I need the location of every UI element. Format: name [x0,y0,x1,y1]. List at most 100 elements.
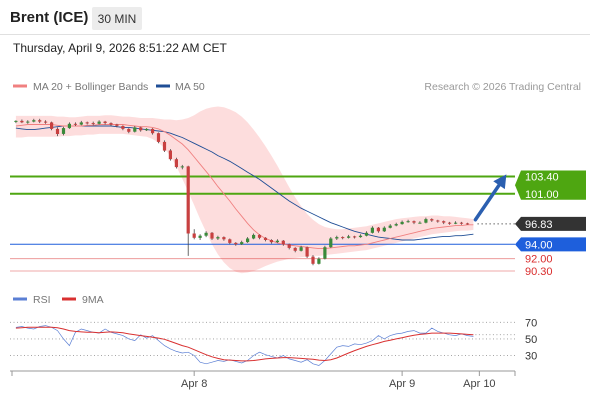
candle [311,255,315,266]
candle [174,157,178,169]
ma9-legend-label: 9MA [82,294,104,306]
rsi-tick-label: 50 [525,334,537,346]
level-lines [10,175,515,272]
copyright-text: Research © 2026 Trading Central [424,81,581,93]
candle [293,247,297,253]
candle [115,123,119,128]
candle [133,126,137,133]
candle [121,125,125,131]
resistance-tag: 103.40 101.00 [515,170,586,201]
candle [216,235,220,240]
candle [341,236,345,240]
tag-90.30: 90.30 [525,266,553,278]
candle [370,226,374,234]
candle [388,224,392,229]
candle [151,128,155,135]
candle [353,235,357,239]
x-tick-label: Apr 9 [389,378,415,390]
rsi-panel: 70 50 30 [10,317,537,366]
candle [67,122,71,129]
candle [156,132,161,144]
candle [275,239,279,243]
candle [55,127,60,137]
candle [299,245,303,252]
candle [91,121,95,126]
candle [376,227,380,233]
candle [252,233,256,240]
candle [329,237,333,248]
candle [459,221,464,225]
candle [281,240,285,246]
candle [263,237,268,242]
candle [454,221,458,225]
ma20-legend-label: MA 20 + Bollinger Bands [33,81,148,93]
bollinger-band-fill [15,106,474,274]
candle [79,120,83,126]
candlesticks [14,118,470,266]
candle [210,232,214,240]
candle [180,164,184,170]
candle [103,120,107,125]
candle [465,222,470,225]
tag-94.00: 94.00 [515,237,586,252]
candle [400,220,404,225]
ma50-line [15,125,474,241]
x-axis: Apr 8 Apr 9 Apr 10 [10,370,516,390]
candle [145,128,149,131]
rsi-tick-label: 70 [525,317,537,329]
candle [442,220,446,225]
candle [204,231,208,238]
tag-101.00: 101.00 [525,189,559,201]
candle [323,245,327,260]
candle [412,220,416,225]
candle [186,165,190,256]
candle [305,246,309,258]
candle [14,120,18,124]
candle [240,240,244,245]
tag-96.83: 96.83 [515,216,586,231]
rsi-legend-label: RSI [33,294,51,306]
candle [347,234,351,239]
candle [358,234,363,238]
svg-text:94.00: 94.00 [525,239,553,251]
candle [192,229,196,240]
candle [406,219,410,223]
candle [335,235,339,240]
candle [109,122,113,126]
candle [394,222,398,227]
candle [61,126,66,136]
candle [38,118,42,124]
candle [44,120,48,124]
candle [317,257,321,265]
tag-103.40: 103.40 [525,171,559,183]
candle [228,238,232,245]
tag-92.00: 92.00 [525,254,553,266]
bollinger-band [15,106,474,274]
header-divider [0,34,590,35]
candle [198,234,202,240]
timeframe-button[interactable]: 30 MIN [92,7,142,30]
candle [20,119,24,124]
candle [162,140,167,152]
timestamp: Thursday, April 9, 2026 8:51:22 AM CET [13,41,227,55]
ma50-legend-label: MA 50 [175,81,205,93]
rsi-line [15,325,474,366]
candle [418,221,422,224]
candle [382,226,386,232]
x-tick-label: Apr 10 [463,378,495,390]
rsi-ma9-line [15,326,474,362]
instrument-title: Brent (ICE) [10,9,89,26]
candle [246,237,250,243]
rsi-tick-label: 30 [525,351,537,363]
svg-text:96.83: 96.83 [525,219,553,231]
ma20-line [15,124,474,250]
candle [73,122,77,126]
candle [222,236,226,241]
candle [436,219,440,223]
candle [287,243,291,250]
candle [139,126,143,132]
candle [50,121,54,131]
